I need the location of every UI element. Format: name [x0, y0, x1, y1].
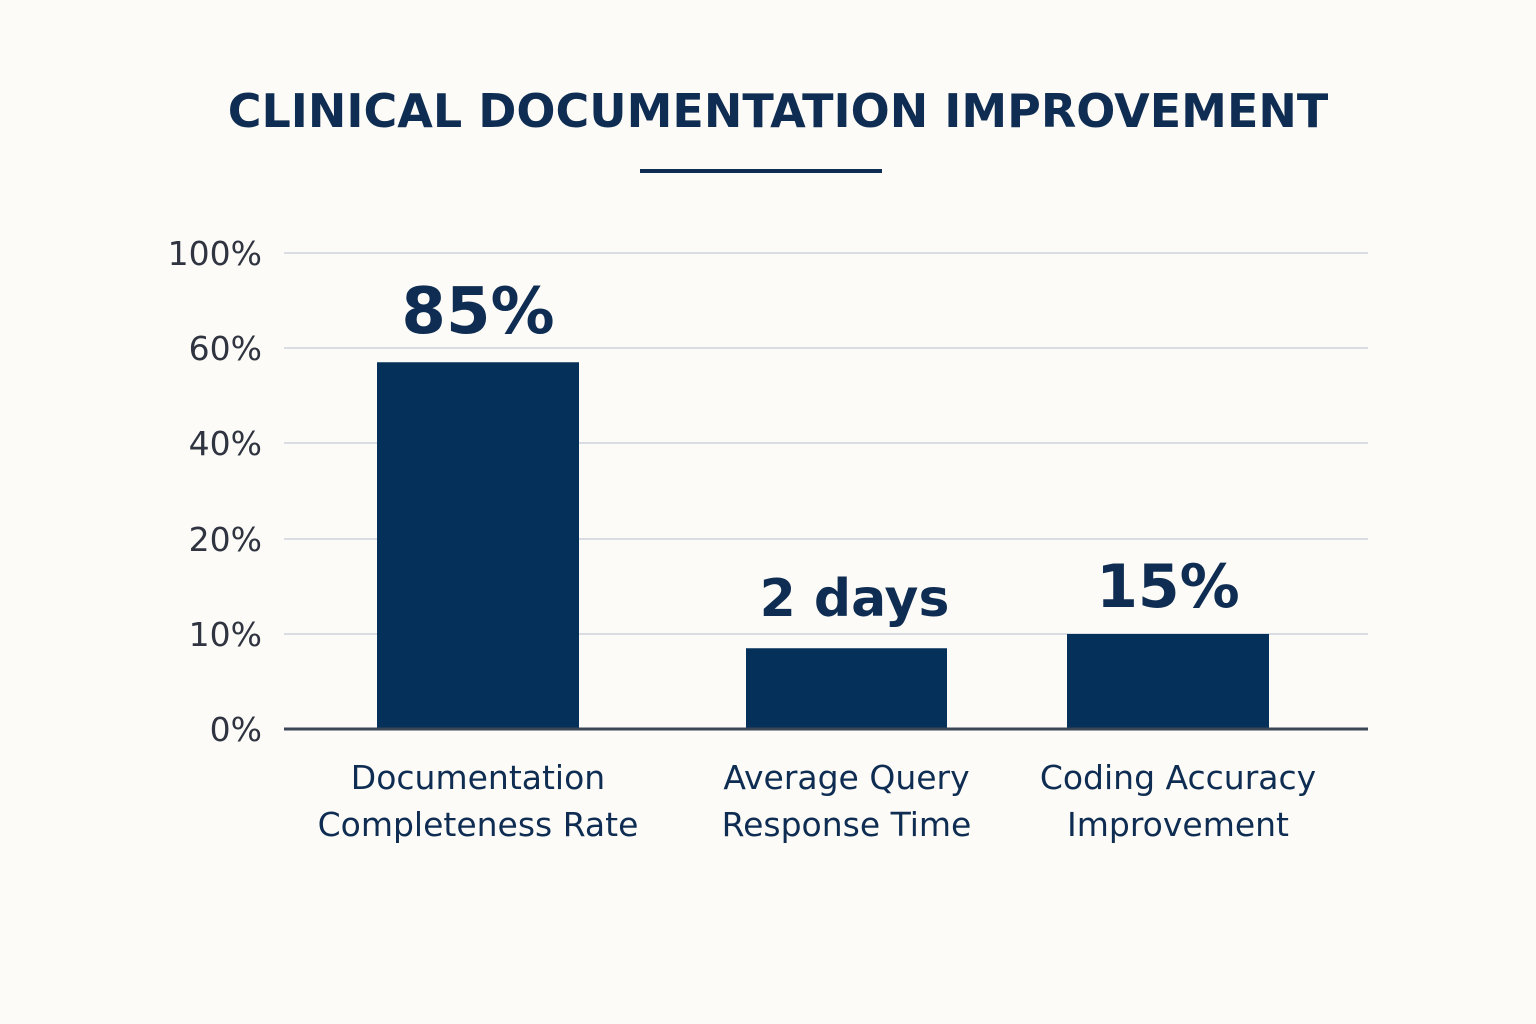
y-tick-label: 10% [189, 615, 262, 654]
bar [746, 648, 947, 729]
y-tick-label: 40% [189, 424, 262, 463]
x-category-label: Documentation [351, 758, 605, 797]
category-labels: Documentation Completeness Rate Average Qu… [318, 758, 1317, 844]
x-category-label: Improvement [1067, 805, 1289, 844]
bar-value-label: 85% [401, 275, 554, 349]
x-category-label: Completeness Rate [318, 805, 639, 844]
bars [377, 362, 1269, 729]
bar [1067, 634, 1269, 729]
y-tick-label: 20% [189, 520, 262, 559]
bar-value-label: 15% [1096, 552, 1240, 622]
y-axis-ticks: 0% 10% 20% 40% 60% 100% [168, 234, 262, 749]
x-category-label: Average Query [723, 758, 969, 797]
title-underline [640, 169, 882, 173]
y-tick-label: 100% [168, 234, 262, 273]
value-labels: 85% 2 days 15% [401, 275, 1239, 629]
y-tick-label: 60% [189, 329, 262, 368]
bar [377, 362, 579, 729]
bar-value-label: 2 days [760, 569, 950, 629]
x-category-label: Response Time [722, 805, 972, 844]
x-category-label: Coding Accuracy [1040, 758, 1316, 797]
y-tick-label: 0% [210, 710, 262, 749]
chart-title: CLINICAL DOCUMENTATION IMPROVEMENT [227, 84, 1329, 138]
